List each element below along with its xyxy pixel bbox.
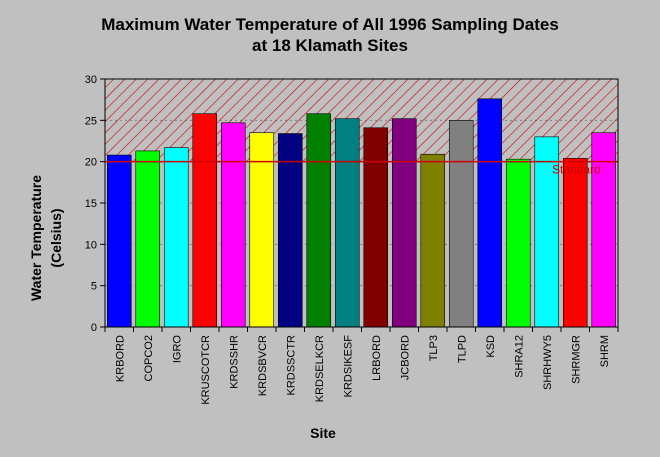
bar-shrmgr — [562, 158, 588, 328]
x-tick-label: KRBORD — [114, 335, 126, 382]
bar-copco2 — [135, 150, 161, 328]
bar-shra12 — [505, 158, 531, 328]
x-tick-label: SHRM — [599, 335, 611, 367]
chart-title: Maximum Water Temperature of All 1996 Sa… — [0, 14, 660, 56]
x-axis-title: Site — [310, 425, 336, 441]
x-tick-label: TLPD — [456, 335, 468, 363]
y-axis-title: Water Temperature (Celsius) — [28, 175, 64, 301]
y-tick-label: 5 — [91, 281, 97, 293]
y-axis-title-line2: (Celsius) — [48, 208, 64, 267]
x-tick-label: LRBORD — [371, 335, 383, 381]
bar-tlp3 — [420, 153, 446, 328]
y-tick-label: 20 — [85, 157, 97, 169]
y-tick-label: 25 — [85, 115, 97, 127]
chart-title-line2: at 18 Klamath Sites — [252, 36, 408, 55]
x-tick-label: SHRA12 — [513, 335, 525, 378]
x-tick-label: KRDSELKCR — [314, 335, 326, 402]
x-tick-label: KRDSSHR — [228, 335, 240, 389]
x-tick-label: KRDSIKESF — [342, 335, 354, 398]
x-tick-label: SHRHWY5 — [542, 335, 554, 390]
x-tick-label: TLP3 — [428, 335, 440, 361]
x-tick-label: JCBORD — [399, 335, 411, 380]
y-tick-label: 0 — [91, 322, 97, 334]
standard-label: Standard — [552, 163, 601, 177]
bar-krdssctr — [277, 133, 303, 328]
bar-kruscotcr — [192, 113, 218, 328]
x-tick-label: COPCO2 — [143, 335, 155, 381]
bar-krdselkcr — [306, 113, 332, 328]
bar-krbord — [106, 154, 132, 328]
x-tick-label: SHRMGR — [570, 335, 582, 384]
x-tick-label: KRUSCOTCR — [200, 335, 212, 405]
y-tick-label: 10 — [85, 239, 97, 251]
bar-krdsshr — [220, 122, 246, 328]
bar-krdsikesf — [334, 118, 360, 328]
y-tick-label: 30 — [85, 74, 97, 86]
bar-lrbord — [363, 127, 389, 328]
x-axis: KRBORD COPCO2 IGRO KRUSCOTCR KRDSSHR KRDSBVCR… — [104, 327, 619, 405]
bar-tlpd — [448, 120, 474, 328]
x-tick-label: KRDSBVCR — [257, 335, 269, 396]
x-tick-label: KSD — [485, 335, 497, 358]
bar-ksd — [477, 98, 503, 328]
chart-title-line1: Maximum Water Temperature of All 1996 Sa… — [101, 15, 559, 34]
x-tick-label: KRDSSCTR — [285, 335, 297, 396]
y-axis-title-line1: Water Temperature — [28, 175, 44, 301]
x-tick-label: IGRO — [171, 335, 183, 364]
y-axis: 0 5 10 15 20 25 30 — [85, 74, 105, 334]
bar-igro — [163, 147, 189, 328]
bar-jcbord — [391, 118, 417, 328]
y-tick-label: 15 — [85, 198, 97, 210]
